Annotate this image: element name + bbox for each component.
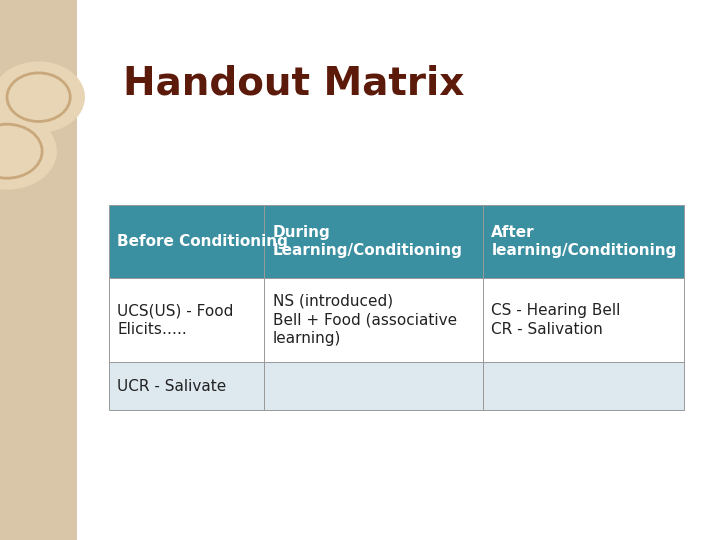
FancyBboxPatch shape [483, 278, 685, 362]
FancyBboxPatch shape [264, 278, 483, 362]
Circle shape [0, 113, 56, 189]
FancyBboxPatch shape [109, 362, 264, 410]
Text: Before Conditioning: Before Conditioning [117, 234, 288, 249]
Text: UCR - Salivate: UCR - Salivate [117, 379, 227, 394]
Circle shape [0, 62, 84, 132]
FancyBboxPatch shape [109, 205, 264, 278]
FancyBboxPatch shape [483, 362, 685, 410]
Text: After
learning/Conditioning: After learning/Conditioning [492, 225, 677, 259]
FancyBboxPatch shape [264, 205, 483, 278]
FancyBboxPatch shape [0, 0, 77, 540]
FancyBboxPatch shape [483, 205, 685, 278]
Text: CS - Hearing Bell
CR - Salivation: CS - Hearing Bell CR - Salivation [492, 303, 621, 337]
Text: NS (introduced)
Bell + Food (associative
learning): NS (introduced) Bell + Food (associative… [273, 294, 456, 346]
Text: During
Learning/Conditioning: During Learning/Conditioning [273, 225, 462, 259]
Text: Handout Matrix: Handout Matrix [123, 65, 464, 103]
Text: UCS(US) - Food
Elicits…..: UCS(US) - Food Elicits….. [117, 303, 233, 337]
FancyBboxPatch shape [264, 362, 483, 410]
FancyBboxPatch shape [109, 278, 264, 362]
